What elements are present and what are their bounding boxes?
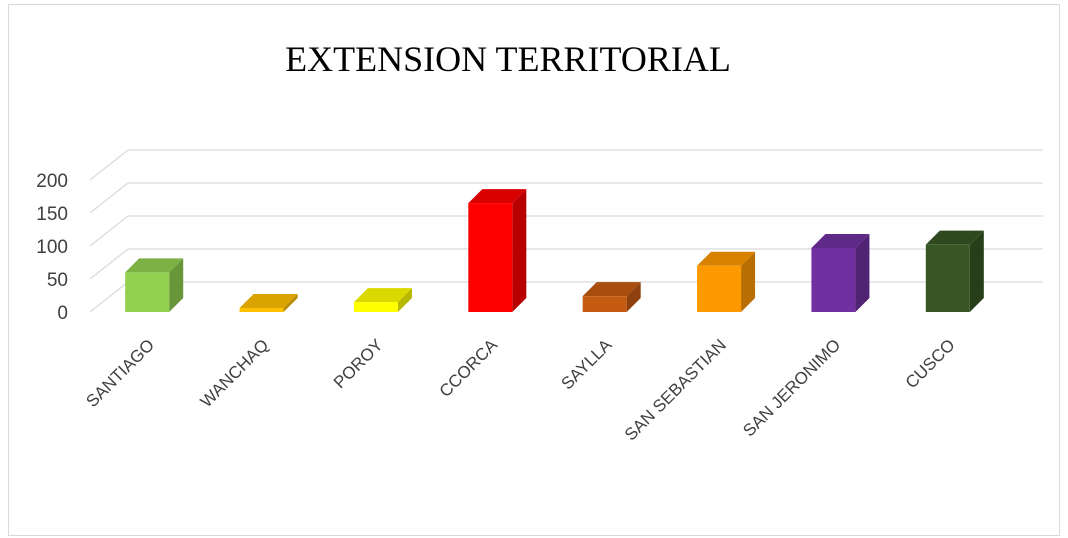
bar-side (626, 282, 641, 312)
x-tick-label: SAN JERONIMO (739, 335, 844, 440)
chart-title: EXTENSION TERRITORIAL (285, 39, 731, 79)
bar-top (697, 251, 756, 266)
bar-front (697, 265, 742, 312)
bar-top (811, 233, 870, 248)
bar-side (512, 189, 527, 312)
gridline-diagonal (89, 215, 129, 247)
x-tick-label: CUSCO (902, 335, 959, 392)
bar-santiago (125, 258, 184, 312)
bar-top (353, 288, 412, 303)
bar-top (239, 294, 298, 309)
bar-san-jeronimo (811, 233, 870, 312)
bar-top (925, 230, 984, 245)
x-tick-label: SANTIAGO (82, 335, 158, 411)
bar-front (239, 308, 284, 312)
y-tick-label: 50 (47, 270, 68, 291)
bar-side (169, 258, 184, 312)
gridline-diagonal (89, 149, 129, 181)
bar-top (125, 258, 184, 273)
bar-front (125, 272, 170, 312)
y-tick-label: 0 (57, 303, 68, 324)
bar-san-sebastian (697, 251, 756, 312)
bar-ccorca (468, 189, 527, 312)
bar-poroy (353, 288, 412, 312)
bar-front (811, 247, 856, 312)
gridline-diagonal (89, 248, 129, 280)
bar-front (925, 244, 970, 312)
bar-side (855, 233, 870, 312)
x-tick-label: WANCHAQ (197, 335, 273, 411)
bar-side (397, 288, 412, 312)
bar-top (582, 282, 641, 297)
bar-front (353, 302, 398, 312)
bar-front (468, 203, 513, 312)
x-tick-label: SAYLLA (558, 335, 616, 393)
x-tick-label: POROY (330, 335, 387, 392)
bar-wanchaq (239, 294, 298, 312)
bar-side (283, 294, 298, 312)
gridline-diagonal (89, 281, 129, 313)
bar-side (741, 251, 756, 312)
bar-top (468, 189, 527, 204)
y-tick-label: 150 (36, 204, 68, 225)
x-tick-label: CCORCA (436, 335, 502, 401)
bar-cusco (925, 230, 984, 312)
gridline-diagonal (89, 182, 129, 214)
y-tick-label: 100 (36, 237, 68, 258)
bar-side (969, 230, 984, 312)
y-tick-label: 200 (36, 171, 68, 192)
bar-front (582, 296, 627, 312)
bar-saylla (582, 282, 641, 312)
chart-frame (8, 4, 1060, 536)
x-tick-label: SAN SEBASTIAN (621, 335, 730, 444)
